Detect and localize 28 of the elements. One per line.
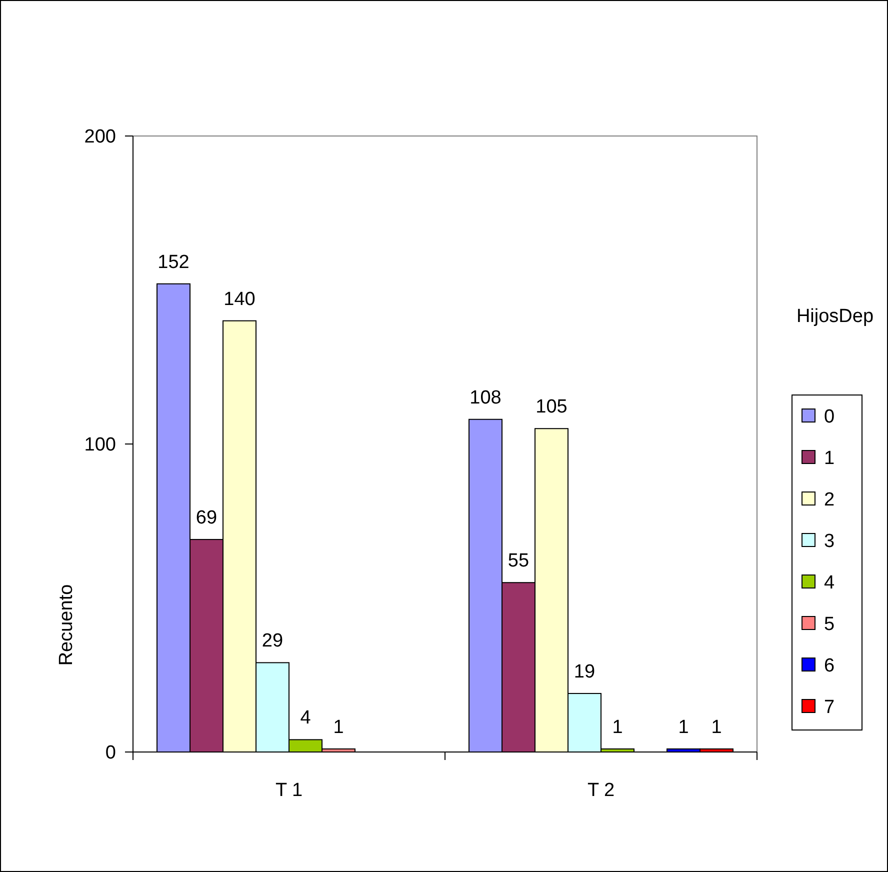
legend-label: 5 <box>824 614 835 636</box>
y-tick-label: 0 <box>105 742 116 764</box>
data-label: 140 <box>224 288 256 310</box>
y-tick-label: 200 <box>84 126 116 148</box>
legend-label: 2 <box>824 490 835 511</box>
data-label: 29 <box>262 630 284 652</box>
y-tick-label: 100 <box>84 434 116 456</box>
x-tick-label: T 2 <box>587 780 615 801</box>
legend-title: HijosDep <box>796 306 874 327</box>
x-tick-label: T 1 <box>275 780 303 801</box>
legend-label: 7 <box>824 697 835 718</box>
data-label: 1 <box>612 716 623 738</box>
data-label: 1 <box>678 716 689 738</box>
data-label: 105 <box>536 396 568 418</box>
legend-label: 1 <box>824 448 835 470</box>
y-axis-title: Recuento <box>56 584 77 666</box>
data-label: 108 <box>470 387 502 408</box>
legend-label: 6 <box>824 656 835 677</box>
legend-label: 3 <box>824 531 835 552</box>
data-label: 4 <box>300 708 312 729</box>
legend-label: 0 <box>824 406 835 428</box>
data-label: 55 <box>508 550 530 572</box>
data-label: 1 <box>333 716 344 738</box>
data-label: 1 <box>711 716 722 738</box>
data-label: 69 <box>196 507 218 528</box>
legend-label: 4 <box>824 572 835 594</box>
data-label: 19 <box>574 661 596 682</box>
data-label: 152 <box>158 252 190 273</box>
